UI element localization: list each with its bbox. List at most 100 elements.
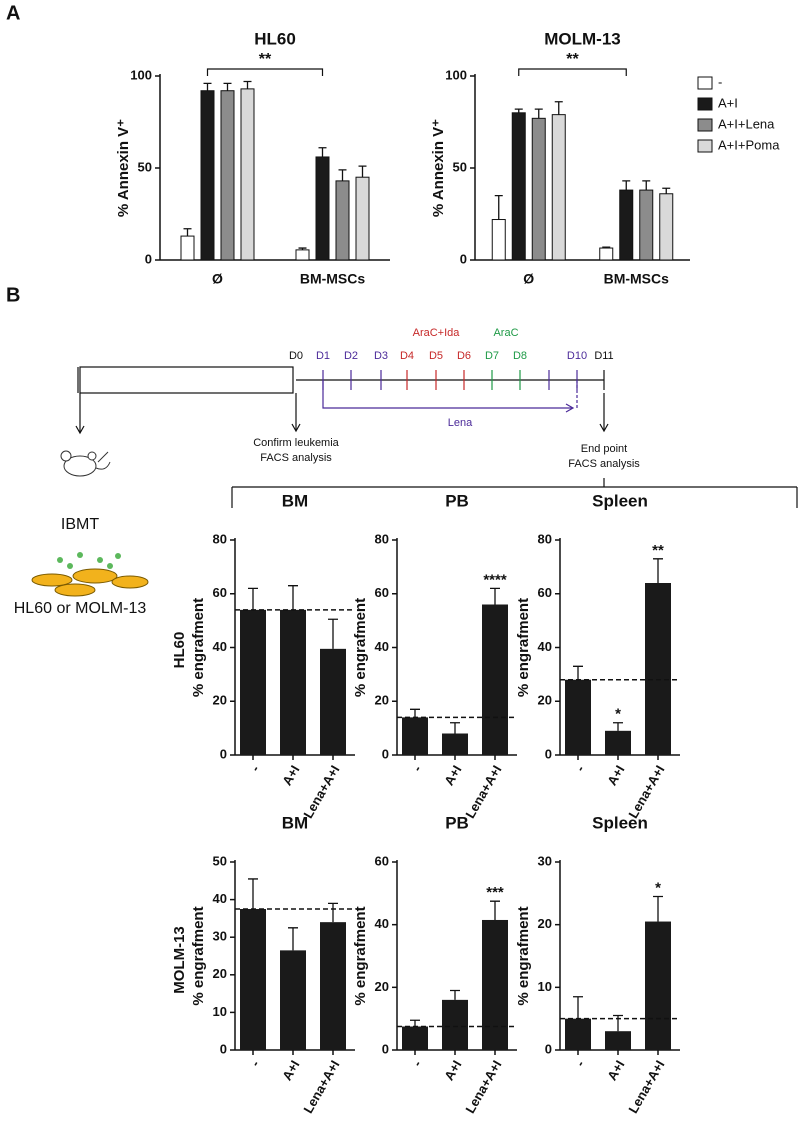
y-axis-label: % engrafment — [190, 906, 207, 1005]
significance: *** — [486, 884, 504, 901]
chart-title: Spleen — [592, 813, 648, 832]
panel-label: A — [6, 2, 20, 24]
x-tick-label: Lena+A+I — [625, 1058, 667, 1116]
bar — [355, 176, 370, 261]
legend-swatch — [697, 76, 713, 90]
error-bar — [450, 722, 460, 734]
significance: * — [655, 879, 661, 896]
x-tick-label: BM-MSCs — [604, 271, 670, 287]
error-bar — [243, 80, 252, 89]
y-tick-label: 80 — [213, 531, 227, 546]
x-tick-label: - — [572, 763, 587, 774]
y-axis-label: % engrafment — [352, 598, 369, 697]
injection-label: IBMT — [61, 516, 99, 533]
bar — [565, 1018, 591, 1050]
y-tick-label: 20 — [213, 693, 227, 708]
y-tick-label: 40 — [213, 639, 227, 654]
bar — [315, 156, 330, 261]
chart-title: Spleen — [592, 491, 648, 510]
y-tick-label: 20 — [375, 693, 389, 708]
error-bar — [248, 587, 258, 610]
y-tick-label: 20 — [375, 979, 389, 994]
error-bar — [490, 900, 500, 920]
error-bar — [410, 708, 420, 718]
y-tick-label: 100 — [130, 67, 152, 82]
legend-swatch — [697, 97, 713, 111]
chart-title: MOLM-13 — [544, 29, 621, 48]
error-bar — [662, 187, 671, 194]
y-tick-label: 0 — [220, 1041, 227, 1056]
error-bar — [534, 108, 543, 119]
bar — [180, 235, 195, 261]
y-tick-label: 0 — [145, 251, 152, 266]
error-bar — [613, 1014, 623, 1032]
y-tick-label: 60 — [538, 585, 552, 600]
bar — [619, 189, 634, 261]
x-tick-label: - — [409, 1058, 424, 1069]
bar — [280, 609, 306, 755]
y-tick-label: 100 — [445, 67, 467, 82]
y-axis-label: % engrafment — [515, 906, 532, 1005]
chart-title: PB — [445, 813, 469, 832]
y-tick-label: 20 — [213, 966, 227, 981]
y-tick-label: 0 — [460, 251, 467, 266]
x-tick-label: A+I — [441, 763, 464, 788]
bar — [280, 950, 306, 1050]
significance: **** — [483, 571, 507, 588]
start-label: FACS analysis — [260, 452, 332, 464]
bar — [240, 88, 255, 261]
error-bar — [573, 665, 583, 680]
day-label: D11 — [594, 350, 613, 362]
x-tick-label: - — [409, 763, 424, 774]
y-tick-label: 40 — [538, 639, 552, 654]
error-bar — [494, 194, 503, 220]
error-bar — [573, 996, 583, 1019]
error-bar — [328, 618, 338, 649]
y-tick-label: 0 — [382, 1041, 389, 1056]
bar — [220, 90, 235, 261]
y-tick-label: 20 — [538, 693, 552, 708]
legend-label: A+I+Lena — [718, 116, 775, 131]
y-tick-label: 0 — [382, 746, 389, 761]
y-tick-label: 50 — [138, 159, 152, 174]
annotation: ** — [566, 51, 579, 68]
x-tick-label: Lena+A+I — [300, 1058, 342, 1116]
x-tick-label: A+I — [279, 763, 302, 788]
y-tick-label: 40 — [375, 916, 389, 931]
cells-icon — [31, 552, 149, 597]
y-tick-label: 0 — [545, 746, 552, 761]
y-tick-label: 40 — [375, 639, 389, 654]
error-bar — [183, 228, 192, 237]
bar — [320, 922, 346, 1050]
day-label: D3 — [374, 350, 388, 362]
y-tick-label: 30 — [538, 853, 552, 868]
bar — [402, 1026, 428, 1050]
y-tick-label: 60 — [375, 853, 389, 868]
day-label: D4 — [400, 350, 414, 362]
y-axis-label: % engrafment — [515, 598, 532, 697]
error-bar — [288, 927, 298, 951]
y-tick-label: 50 — [453, 159, 467, 174]
error-bar — [622, 180, 631, 191]
x-tick-label: BM-MSCs — [300, 271, 366, 287]
row-label: MOLM-13 — [171, 926, 188, 994]
x-tick-label: Lena+A+I — [300, 763, 342, 821]
error-bar — [613, 722, 623, 731]
error-bar — [338, 169, 347, 181]
error-bar — [514, 108, 523, 113]
day-label: D7 — [485, 350, 499, 362]
y-axis-label: % engrafment — [190, 598, 207, 697]
bar — [599, 247, 614, 261]
x-tick-label: A+I — [604, 1058, 627, 1083]
chart-title: BM — [282, 813, 308, 832]
error-bar — [318, 147, 327, 157]
bracket — [518, 68, 627, 76]
day-label: D2 — [344, 350, 358, 362]
legend-label: A+I — [718, 95, 738, 110]
row-label: HL60 — [171, 632, 188, 669]
legend-swatch — [697, 118, 713, 132]
bar — [491, 219, 506, 261]
error-bar — [248, 878, 258, 909]
day-label: D1 — [316, 350, 330, 362]
y-axis-label: % Annexin V⁺ — [115, 119, 132, 217]
